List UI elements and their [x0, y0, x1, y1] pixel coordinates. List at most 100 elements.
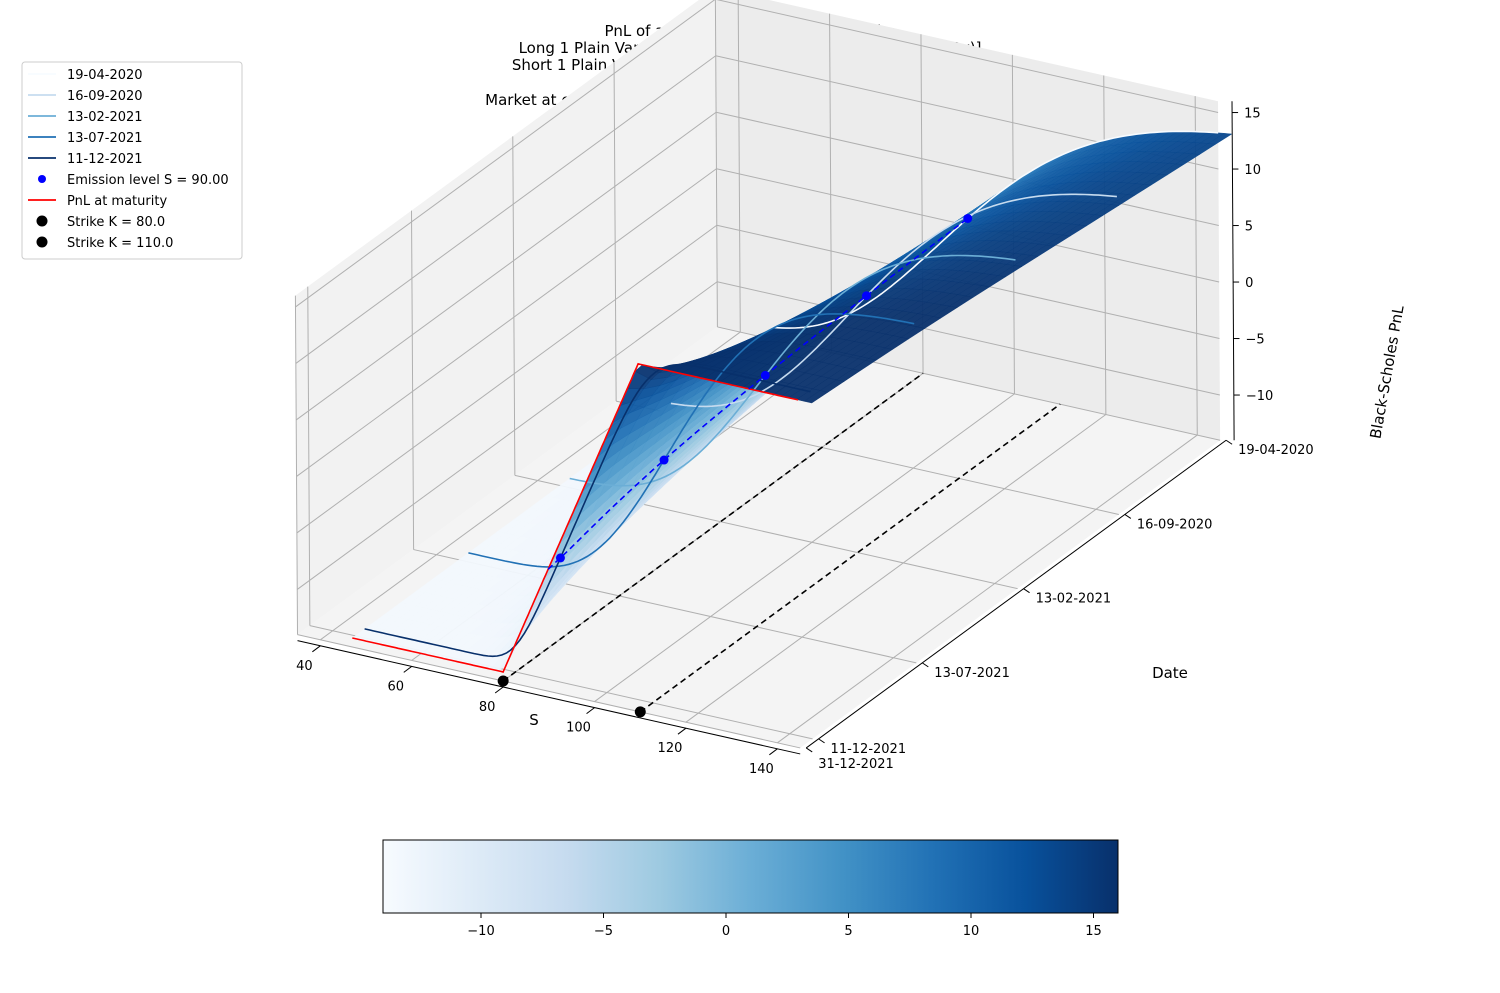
x-tick-label: 140: [749, 762, 774, 777]
grid-back-s: [737, 0, 741, 333]
date-tick-label: 11-12-2021: [831, 742, 907, 757]
grid-left-date: [714, 0, 718, 327]
z-tick-label: 0: [1245, 276, 1253, 291]
legend-label: Strike K = 110.0: [67, 236, 173, 251]
date-tick-label: 13-02-2021: [1036, 592, 1112, 607]
colorbar-tick-label: 10: [963, 924, 980, 939]
x-tick: [677, 727, 687, 735]
colorbar-tick-label: −10: [467, 924, 494, 939]
curve-13-02-2021: [569, 254, 1016, 487]
maturity-pnl-line: [352, 362, 799, 673]
grid-left-date: [307, 286, 311, 626]
date-tick-label: 19-04-2020: [1238, 443, 1314, 458]
legend-swatch: [36, 215, 48, 227]
x-tick-label: 80: [479, 700, 496, 715]
legend-label: Strike K = 80.0: [67, 215, 165, 230]
curve-11-12-2021: [364, 363, 811, 658]
grid-back-z: [716, 0, 1219, 114]
grid-left-z: [296, 168, 717, 477]
emission-point: [861, 291, 871, 301]
date-tick-label: 13-07-2021: [934, 666, 1010, 681]
grid-left-z: [295, 111, 717, 421]
date-tick: [922, 662, 929, 668]
grid-floor-s: [777, 434, 1198, 744]
surface-patch: [803, 390, 829, 404]
z-tick-label: 10: [1244, 163, 1261, 178]
x-tick-label: 40: [296, 659, 313, 674]
date-axis-line: [805, 439, 1227, 749]
grid-left-z: [295, 0, 716, 308]
grid-left-z: [296, 224, 718, 534]
curve-16-09-2020: [670, 193, 1117, 408]
legend-label: 16-09-2020: [67, 89, 143, 104]
colorbar-tick-label: 15: [1085, 924, 1102, 939]
grid-left-z: [295, 55, 717, 364]
strike-line-110: [639, 403, 1061, 713]
emission-point: [555, 553, 565, 563]
legend-label: PnL at maturity: [67, 194, 167, 209]
legend-label: 19-04-2020: [67, 68, 143, 83]
legend-swatch: [38, 175, 46, 183]
chart-legend: 19-04-2020 16-09-2020 13-02-2021 13-07-2021…: [21, 61, 243, 260]
x-tick-label: 60: [387, 679, 404, 694]
date-tick: [1124, 514, 1132, 519]
x-axis-label: S: [529, 711, 539, 729]
x-tick: [769, 748, 778, 756]
grid-back-s: [829, 13, 833, 353]
x-tick: [312, 645, 321, 653]
z-tick-label: −5: [1245, 333, 1264, 348]
curve-19-04-2020: [772, 130, 1219, 329]
x-tick-label: 100: [566, 721, 591, 736]
colorbar: −10 −5 0 5 10 15: [382, 839, 1119, 939]
legend-swatch: [36, 236, 48, 248]
grid-left-date: [512, 136, 516, 476]
x-tick: [403, 665, 413, 673]
legend-label: 13-07-2021: [67, 131, 143, 146]
z-tick-label: 15: [1244, 107, 1261, 122]
x-tick-label: 120: [658, 741, 683, 756]
legend-frame: [21, 61, 243, 260]
z-axis-line: [1231, 101, 1235, 441]
grid-left-z: [296, 281, 718, 590]
emission-level-line: [547, 217, 969, 570]
floor-pane: [297, 326, 1221, 748]
colorbar-tick-label: 0: [722, 924, 730, 939]
date-tick: [1225, 439, 1233, 445]
grid-back-z: [715, 111, 1219, 227]
strike-line-80: [502, 372, 924, 682]
left-pane: [295, 0, 718, 635]
grid-floor-s: [685, 414, 1107, 723]
emission-point: [659, 455, 669, 465]
date-tick-label: 31-12-2021: [818, 757, 894, 772]
legend-label: Emission level S = 90.00: [67, 173, 229, 188]
grid-left-date: [294, 295, 299, 635]
x-axis-line: [297, 640, 801, 755]
date-tick: [818, 738, 825, 744]
legend-label: 13-02-2021: [67, 110, 143, 125]
grid-floor-s: [594, 393, 1015, 702]
date-tick: [1023, 588, 1030, 594]
overlay-marks: [352, 213, 1061, 718]
strike-point-80: [497, 675, 509, 687]
x-tick: [586, 707, 595, 714]
grid-back-z: [717, 281, 1220, 396]
colorbar-bar: [382, 839, 1119, 914]
colorbar-tick-label: 5: [844, 924, 852, 939]
curve-13-07-2021: [468, 313, 915, 568]
date-tick: [805, 747, 813, 753]
grid-left-date: [411, 210, 415, 550]
emission-point: [963, 213, 973, 223]
z-tick-label: 5: [1245, 220, 1253, 235]
axes-ticks: 40608010012014019-04-202016-09-202013-02…: [296, 101, 1314, 777]
date-tick-label: 16-09-2020: [1137, 517, 1213, 532]
y-axis-label: Date: [1152, 664, 1188, 682]
grid-left-date: [613, 62, 617, 402]
z-axis-label: Black-Scholes PnL: [1366, 303, 1407, 440]
grid-back-s: [1103, 75, 1107, 415]
emission-point: [760, 370, 770, 380]
date-curves: [364, 130, 1219, 658]
colorbar-tick-label: −5: [594, 924, 613, 939]
legend-label: 11-12-2021: [67, 152, 143, 167]
x-tick: [494, 686, 504, 694]
